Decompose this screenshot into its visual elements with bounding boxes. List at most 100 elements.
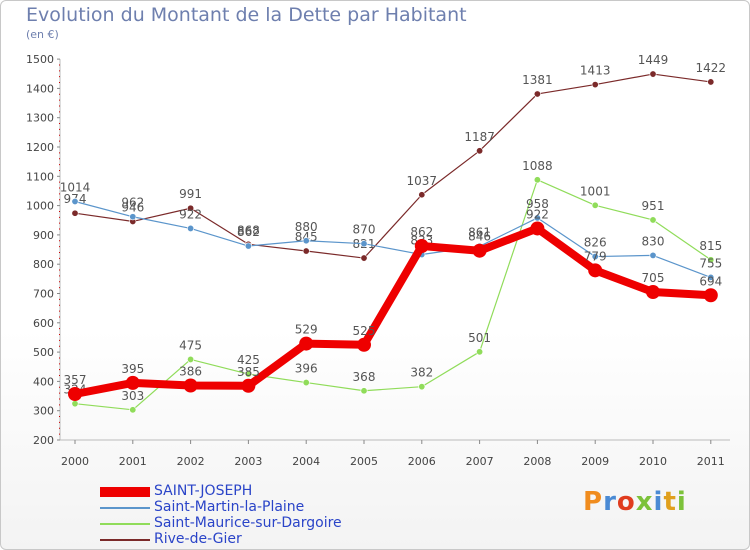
x-tick-label: 2005 (350, 455, 378, 468)
data-point (71, 400, 79, 408)
y-tick-label: 1000 (26, 200, 54, 213)
data-label: 1001 (580, 184, 611, 198)
data-point (703, 288, 718, 303)
data-label: 1187 (464, 130, 495, 144)
y-tick-label: 1500 (26, 53, 54, 66)
x-tick-label: 2001 (119, 455, 147, 468)
data-point (472, 243, 487, 258)
y-tick-label: 200 (33, 434, 54, 447)
data-point (302, 247, 310, 255)
data-label: 880 (295, 220, 318, 234)
data-label: 862 (410, 225, 433, 239)
y-tick-label: 1400 (26, 82, 54, 95)
data-label: 501 (468, 331, 491, 345)
data-label: 815 (699, 239, 722, 253)
y-tick-label: 1300 (26, 112, 54, 125)
data-point (183, 378, 198, 393)
data-point (533, 90, 541, 98)
data-label: 962 (121, 196, 144, 210)
x-tick-label: 2010 (639, 455, 667, 468)
data-label: 1381 (522, 73, 553, 87)
x-tick-label: 2009 (581, 455, 609, 468)
data-label: 303 (121, 389, 144, 403)
data-point (360, 387, 368, 395)
x-tick-label: 2007 (466, 455, 494, 468)
data-point (588, 263, 603, 278)
data-label: 830 (642, 234, 665, 248)
legend-label: Rive-de-Gier (154, 531, 242, 547)
data-label: 826 (584, 236, 607, 250)
data-label: 386 (179, 365, 202, 379)
data-point (244, 370, 252, 378)
x-tick-label: 2011 (697, 455, 725, 468)
series-line (71, 224, 715, 398)
series-saint-martin-la-plaine: 1014962922862880870833861958826830755 (60, 180, 722, 281)
data-point (591, 253, 599, 261)
y-tick-label: 800 (33, 258, 54, 271)
data-label: 529 (295, 323, 318, 337)
data-label: 861 (468, 225, 491, 239)
data-point (357, 337, 371, 352)
data-label: 525 (353, 324, 376, 338)
data-point (649, 251, 657, 259)
data-label: 396 (295, 362, 318, 376)
data-label: 705 (642, 271, 665, 285)
data-label: 755 (699, 256, 722, 270)
data-point (244, 242, 252, 250)
series-line (74, 200, 712, 278)
data-point (649, 216, 657, 224)
data-point (707, 78, 715, 86)
data-label: 870 (353, 223, 376, 237)
legend-label: Saint-Martin-la-Plaine (154, 499, 305, 515)
data-label: 368 (353, 370, 376, 384)
x-tick-label: 2000 (61, 455, 89, 468)
data-point (414, 239, 429, 254)
data-label: 951 (642, 199, 665, 213)
data-point (125, 375, 140, 390)
logo-letter: P (583, 487, 604, 517)
data-label: 946 (121, 200, 144, 214)
series-rive-de-gier: 9749469918688458211037118713811413144914… (64, 53, 726, 262)
proxiti-logo: Proxiti (583, 487, 687, 517)
data-point (302, 237, 310, 245)
data-label: 958 (526, 197, 549, 211)
data-label: 1037 (407, 174, 438, 188)
x-tick-label: 2002 (177, 455, 205, 468)
y-tick-label: 600 (33, 317, 54, 330)
data-point (707, 256, 715, 264)
data-label: 868 (237, 223, 260, 237)
data-label: 779 (584, 249, 607, 263)
data-point (533, 214, 541, 222)
chart-subtitle: (en €) (26, 28, 59, 41)
data-point (360, 240, 368, 248)
y-tick-label: 300 (33, 405, 54, 418)
data-point (187, 355, 195, 363)
data-label: 382 (410, 366, 433, 380)
data-label: 425 (237, 353, 260, 367)
data-point (707, 273, 715, 281)
y-tick-label: 900 (33, 229, 54, 242)
data-label: 1088 (522, 159, 553, 173)
legend-swatch (100, 523, 150, 525)
data-point (68, 386, 82, 401)
x-tick-label: 2003 (234, 455, 262, 468)
logo-letter: o (616, 487, 636, 517)
data-label: 1413 (580, 64, 611, 78)
y-tick-label: 1100 (26, 170, 54, 183)
legend-swatch (100, 539, 150, 541)
logo-letter: r (603, 487, 617, 517)
data-point (591, 201, 599, 209)
data-point (533, 176, 541, 184)
data-label: 475 (179, 338, 202, 352)
data-point (302, 379, 310, 387)
data-point (129, 213, 137, 221)
data-point (418, 383, 426, 391)
data-point (299, 336, 314, 351)
data-point (591, 81, 599, 89)
series-line (74, 179, 712, 411)
series-saint-joseph: 357 395 386 385 529 525 862 846 922 779 705 694 (64, 207, 722, 401)
logo-letter: i (653, 487, 664, 517)
data-label: 385 (237, 365, 260, 379)
